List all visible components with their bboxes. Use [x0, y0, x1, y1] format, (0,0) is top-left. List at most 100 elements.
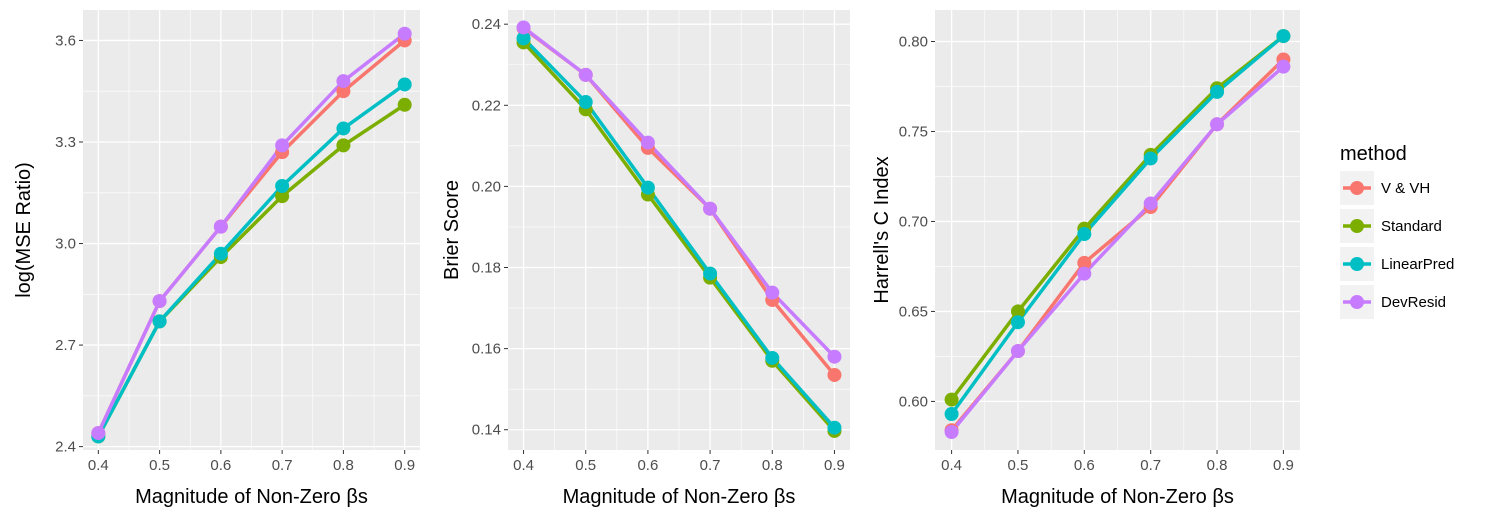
- legend: method V & VH Standard LinearPred DevResid: [1340, 143, 1454, 319]
- data-point: [944, 425, 959, 440]
- x-tick-label: 0.6: [1074, 457, 1095, 474]
- data-point: [275, 138, 290, 153]
- y-tick-label: 0.80: [899, 33, 928, 50]
- y-axis-title: log(MSE Ratio): [13, 162, 35, 298]
- series-line: [950, 65, 1285, 434]
- x-tick-label: 0.7: [1140, 457, 1161, 474]
- legend-title: method: [1340, 143, 1407, 165]
- data-point: [336, 84, 351, 99]
- y-tick-label: 0.24: [472, 16, 501, 33]
- data-point: [1143, 196, 1158, 211]
- legend-key: [1340, 171, 1374, 205]
- data-point: [578, 67, 593, 82]
- data-point: [1077, 255, 1092, 270]
- data-point: [827, 367, 842, 382]
- x-tick-label: 0.9: [1273, 457, 1294, 474]
- data-point: [275, 179, 290, 193]
- series-line: [96, 32, 406, 434]
- data-point: [944, 407, 959, 422]
- x-tick-label: 0.8: [333, 457, 354, 474]
- data-point: [336, 138, 351, 153]
- x-tick-label: 0.6: [210, 457, 231, 474]
- data-point: [1077, 227, 1092, 242]
- x-tick-label: 0.4: [941, 457, 962, 474]
- y-tick-label: 0.18: [472, 260, 501, 277]
- x-axis-title: Magnitude of Non-Zero βs: [563, 486, 796, 508]
- panel-harrells-c-index: 0.60 0.65 0.70 0.75 0.80 0.4 0.5 0.6 0.7 0.8 0.9 Ma…: [871, 10, 1300, 508]
- data-point: [152, 294, 167, 309]
- legend-label: Standard: [1381, 218, 1442, 235]
- panel-brier-score: 0.14 0.16 0.18 0.20 0.22 0.24 0.4 0.5 0.6 0.7 0.8 0…: [441, 10, 850, 508]
- data-point: [703, 266, 718, 281]
- legend-label: DevResid: [1381, 294, 1446, 311]
- x-tick-label: 0.9: [824, 457, 845, 474]
- y-tick-label: 0.75: [899, 123, 928, 140]
- series-line: [96, 83, 406, 438]
- y-axis-title: Brier Score: [441, 180, 463, 280]
- data-point: [703, 201, 718, 216]
- data-point: [397, 26, 412, 41]
- y-tick-label: 0.16: [472, 341, 501, 358]
- x-tick-label: 0.7: [700, 457, 721, 474]
- x-axis-title: Magnitude of Non-Zero βs: [135, 486, 368, 508]
- legend-key-point: [1350, 181, 1364, 195]
- x-tick-label: 0.4: [513, 457, 534, 474]
- y-tick-label: 0.70: [899, 213, 928, 230]
- legend-label: V & VH: [1381, 180, 1430, 197]
- data-point: [765, 350, 780, 365]
- y-tick-label: 3.0: [55, 236, 76, 253]
- y-tick-label: 0.60: [899, 393, 928, 410]
- legend-key-point: [1350, 257, 1364, 271]
- series-line: [950, 34, 1285, 401]
- data-point: [1010, 344, 1025, 359]
- y-tick-label: 2.4: [55, 439, 76, 456]
- data-point: [397, 97, 412, 112]
- data-point: [1143, 151, 1158, 166]
- x-tick-label: 0.4: [88, 457, 109, 474]
- data-point: [516, 20, 531, 35]
- data-point: [1210, 84, 1225, 99]
- legend-key-point: [1350, 219, 1364, 233]
- x-tick-label: 0.8: [1207, 457, 1228, 474]
- x-tick-label: 0.5: [149, 457, 170, 474]
- legend-key: [1340, 209, 1374, 243]
- data-point: [578, 95, 593, 110]
- data-point: [640, 180, 655, 195]
- data-point: [213, 219, 228, 234]
- y-tick-label: 0.20: [472, 178, 501, 195]
- y-tick-label: 0.22: [472, 97, 501, 114]
- panel-log-mse-ratio: 2.4 2.7 3.0 3.3 3.6 0.4 0.5 0.6 0.7 0.8 0.9 Magnitu…: [13, 10, 420, 508]
- data-point: [516, 31, 531, 46]
- x-tick-label: 0.5: [1008, 457, 1029, 474]
- data-point: [1276, 29, 1291, 44]
- y-axis-title: Harrell's C Index: [871, 156, 893, 303]
- legend-label: LinearPred: [1381, 256, 1454, 273]
- series-line: [522, 41, 836, 433]
- y-tick-label: 2.7: [55, 337, 76, 354]
- data-point: [1010, 304, 1025, 319]
- data-point: [336, 74, 351, 89]
- data-point: [397, 77, 412, 92]
- x-tick-label: 0.7: [272, 457, 293, 474]
- x-axis-title: Magnitude of Non-Zero βs: [1001, 486, 1234, 508]
- x-tick-label: 0.6: [637, 457, 658, 474]
- data-point: [1276, 59, 1291, 74]
- data-point: [1210, 117, 1225, 132]
- legend-key-point: [1350, 295, 1364, 309]
- x-tick-label: 0.5: [575, 457, 596, 474]
- x-tick-label: 0.8: [762, 457, 783, 474]
- data-point: [91, 426, 106, 441]
- data-point: [1077, 266, 1092, 281]
- y-tick-label: 3.6: [55, 32, 76, 49]
- data-point: [152, 314, 167, 329]
- y-tick-label: 3.3: [55, 134, 76, 151]
- data-point: [827, 420, 842, 435]
- y-tick-label: 0.14: [472, 422, 501, 439]
- data-point: [640, 135, 655, 150]
- data-point: [765, 285, 780, 300]
- data-point: [275, 189, 290, 204]
- data-point: [827, 349, 842, 364]
- y-tick-label: 0.65: [899, 303, 928, 320]
- legend-key: [1340, 285, 1374, 319]
- series-line: [522, 37, 836, 429]
